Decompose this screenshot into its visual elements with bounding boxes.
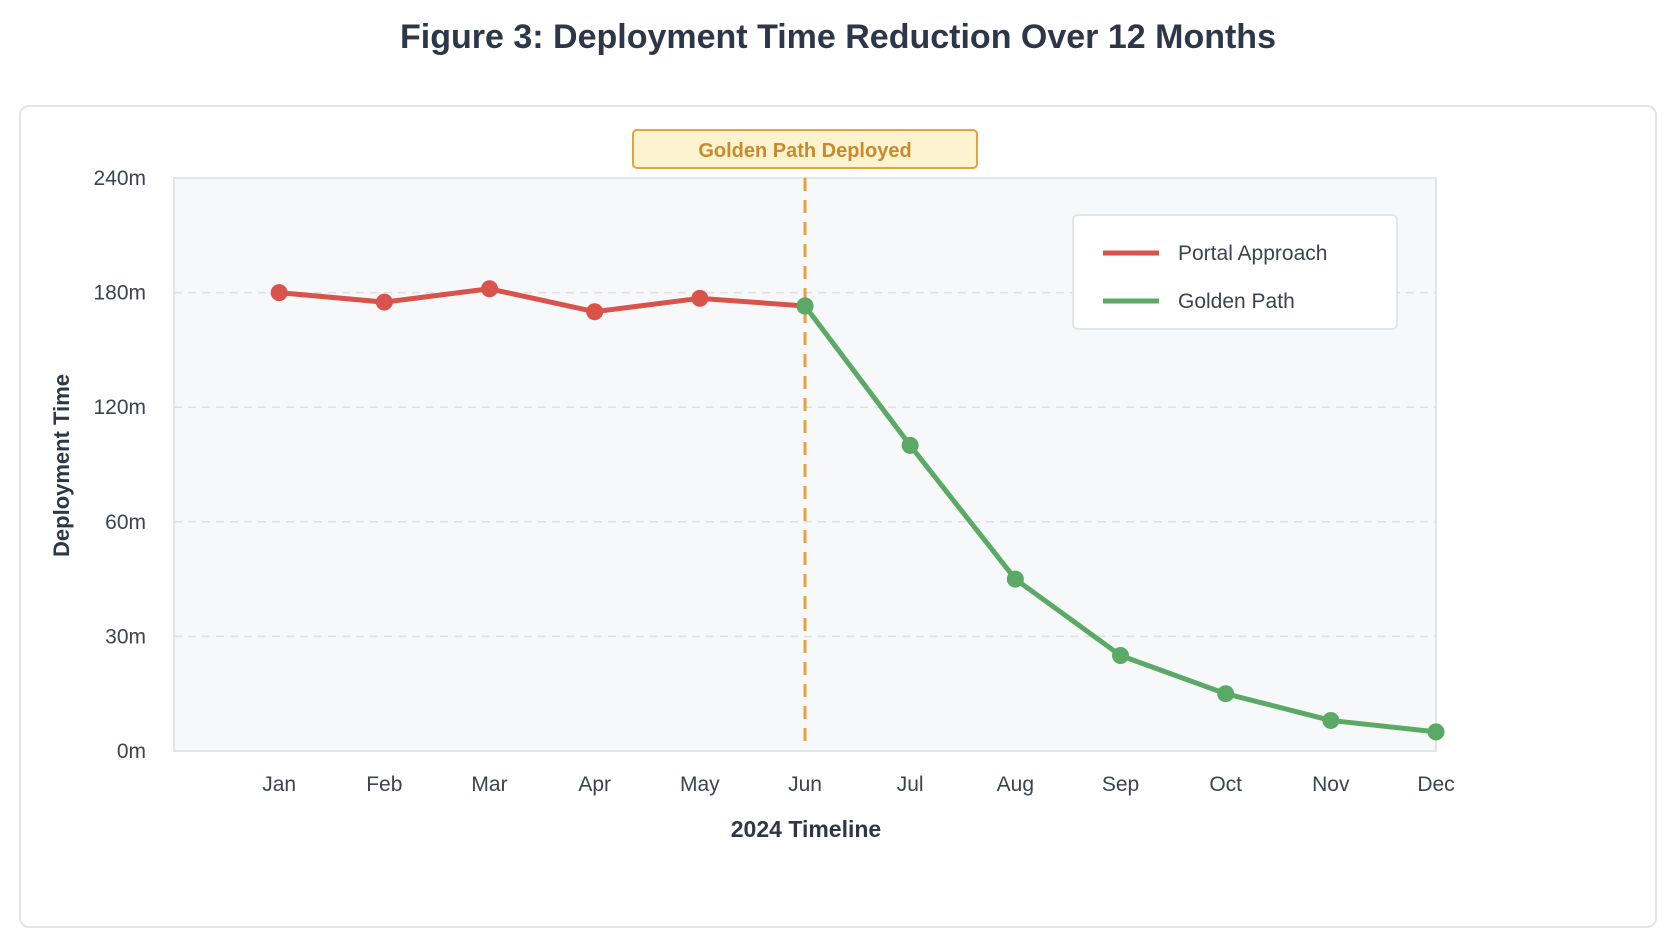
y-axis-ticks: 0m 30m 60m 120m 180m 240m	[93, 167, 146, 763]
data-point	[1217, 685, 1235, 703]
x-tick-label: Mar	[471, 773, 507, 796]
figure-title: Figure 3: Deployment Time Reduction Over…	[400, 18, 1276, 56]
annotation-label: Golden Path Deployed	[698, 140, 911, 162]
x-tick-label: Nov	[1312, 773, 1350, 796]
series-group	[270, 280, 1445, 741]
data-point	[1322, 711, 1340, 729]
series-golden-path	[796, 297, 1445, 741]
y-tick-label: 0m	[117, 740, 146, 763]
legend-label: Golden Path	[1178, 290, 1295, 313]
x-axis-ticks: Jan Feb Mar Apr May Jun Jul Aug Sep Oct Nov Dec	[262, 773, 1454, 796]
x-tick-label: Apr	[578, 773, 611, 796]
data-point	[901, 436, 919, 454]
data-point	[1112, 647, 1129, 664]
y-tick-label: 30m	[105, 625, 146, 648]
x-axis-label: 2024 Timeline	[731, 816, 881, 842]
x-tick-label: Aug	[997, 773, 1034, 796]
data-point	[375, 293, 393, 311]
x-tick-label: Feb	[366, 773, 402, 796]
chart-card: 0m 30m 60m 120m 180m 240m Jan Feb Mar Apr May Jun J…	[19, 105, 1657, 928]
series-line	[276, 286, 808, 315]
x-tick-label: Oct	[1209, 773, 1242, 796]
y-axis-label: Deployment Time	[49, 374, 74, 557]
x-tick-label: Jan	[262, 773, 296, 796]
x-tick-label: Jul	[897, 773, 924, 796]
legend-label: Portal Approach	[1178, 242, 1327, 265]
data-point	[796, 297, 814, 315]
legend: Portal Approach Golden Path	[1072, 214, 1398, 330]
data-point	[691, 289, 709, 307]
x-tick-label: Jun	[788, 773, 822, 796]
annotation-box	[632, 129, 978, 169]
x-tick-label: Dec	[1417, 773, 1454, 796]
data-point	[270, 284, 288, 302]
deployment-annotation: Golden Path Deployed	[632, 129, 978, 743]
data-point	[586, 303, 604, 321]
data-point	[481, 280, 498, 298]
y-tick-label: 180m	[93, 282, 146, 305]
x-tick-label: Sep	[1102, 773, 1139, 796]
y-tick-label: 60m	[105, 511, 146, 534]
x-tick-label: May	[680, 773, 720, 796]
y-tick-label: 240m	[93, 167, 146, 190]
data-point	[1006, 570, 1024, 588]
y-tick-label: 120m	[93, 396, 146, 419]
data-point	[1427, 723, 1445, 741]
